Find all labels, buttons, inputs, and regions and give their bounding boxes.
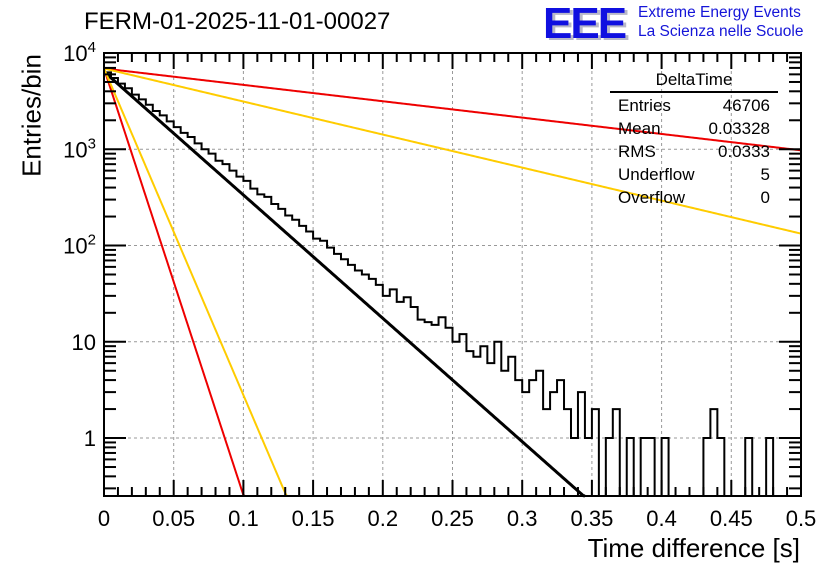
- x-axis-label: Time difference [s]: [587, 533, 800, 563]
- stats-value: 0.03328: [708, 119, 770, 138]
- stats-label: RMS: [618, 142, 656, 161]
- x-tick-label: 0.4: [646, 506, 677, 531]
- curve-yellow-fast: [103, 68, 288, 497]
- y-tick-label: 1: [84, 426, 96, 451]
- stats-value: 46706: [722, 96, 770, 115]
- curve-fit: [103, 70, 586, 498]
- axis-ticks: [103, 52, 802, 496]
- y-tick-label: 103: [63, 135, 96, 162]
- eee-logo-mark: EEE: [543, 0, 627, 48]
- eee-logo-line1: Extreme Energy Events: [638, 4, 801, 21]
- stats-label: Entries: [618, 96, 671, 115]
- curve-yellow-slow: [103, 67, 802, 235]
- stats-label: Mean: [618, 119, 661, 138]
- x-tick-label: 0: [98, 506, 110, 531]
- stats-row-overflow: Overflow 0: [610, 186, 778, 209]
- x-tick-label: 0.45: [710, 506, 753, 531]
- stats-value: 0.0333: [718, 142, 770, 161]
- x-tick-label: 0.35: [570, 506, 613, 531]
- y-tick-label: 102: [63, 232, 96, 259]
- stats-value: 5: [760, 165, 770, 184]
- x-tick-label: 0.05: [152, 506, 195, 531]
- stats-box-title: DeltaTime: [610, 70, 778, 93]
- stats-label: Overflow: [618, 188, 686, 207]
- eee-logo-line2: La Scienza nelle Scuole: [638, 23, 804, 40]
- histogram: [104, 71, 801, 497]
- plot-title: FERM-01-2025-11-01-00027: [84, 8, 391, 35]
- x-tick-label: 0.2: [368, 506, 399, 531]
- stats-row-entries: Entries 46706: [610, 94, 778, 117]
- tick-labels: 0 0.05 0.1 0.15 0.2 0.25 0.3 0.35 0.4 0.45 0.5 1 10 1…: [63, 39, 816, 531]
- histogram-steps: [104, 71, 801, 497]
- x-tick-label: 0.5: [786, 506, 817, 531]
- x-tick-label: 0.3: [507, 506, 538, 531]
- x-tick-label: 0.15: [292, 506, 335, 531]
- fit-curves: [103, 67, 802, 498]
- y-axis-label: Entries/bin: [16, 54, 47, 177]
- stats-box: DeltaTime Entries 46706 Mean 0.03328 RMS…: [610, 70, 778, 209]
- stats-row-mean: Mean 0.03328: [610, 117, 778, 140]
- x-tick-label: 0.1: [228, 506, 259, 531]
- stats-value: 0: [760, 188, 770, 207]
- curve-red-slow: [103, 67, 802, 152]
- curve-red-fast: [103, 68, 246, 497]
- stats-row-underflow: Underflow 5: [610, 163, 778, 186]
- stats-label: Underflow: [618, 165, 695, 184]
- x-tick-label: 0.25: [431, 506, 474, 531]
- y-tick-label: 10: [72, 330, 96, 355]
- y-tick-label: 104: [63, 39, 96, 66]
- stats-row-rms: RMS 0.0333: [610, 140, 778, 163]
